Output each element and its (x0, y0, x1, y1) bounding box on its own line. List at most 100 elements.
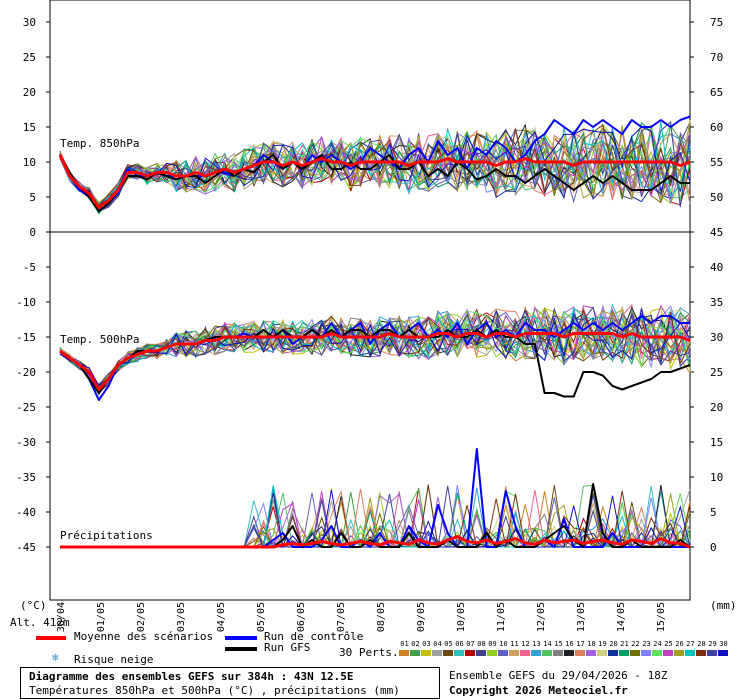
pert-legend-number: 15 (554, 640, 563, 648)
pert-legend-item: 25 (663, 640, 674, 656)
pert-legend-swatch (487, 650, 497, 656)
pert-line-t850 (59, 124, 691, 207)
pert-legend-swatch (531, 650, 541, 656)
pert-legend-item: 23 (641, 640, 652, 656)
left-tick-label: -25 (16, 401, 36, 414)
legend-gfs-label: Run GFS (264, 641, 311, 654)
pert-legend-number: 28 (697, 640, 706, 648)
pert-legend-swatch (696, 650, 706, 656)
pert-legend-swatch (608, 650, 618, 656)
pert-legend-number: 05 (444, 640, 453, 648)
pert-line-t850 (59, 120, 691, 213)
pert-legend-item: 27 (685, 640, 696, 656)
x-tick-label: 01/05 (96, 602, 107, 632)
left-tick-label: 0 (29, 226, 36, 239)
legend-control-label: Run de contrôle (264, 630, 364, 643)
right-tick-label: 60 (710, 121, 723, 134)
series-line-t500 (59, 332, 691, 391)
right-tick-label: 75 (710, 16, 723, 29)
pert-line-t500 (59, 309, 691, 393)
pert-legend-item: 21 (619, 640, 630, 656)
pert-legend-number: 08 (477, 640, 486, 648)
pert-legend-number: 22 (631, 640, 640, 648)
pert-legend-swatch (652, 650, 662, 656)
pert-legend-swatch (575, 650, 585, 656)
pert-legend-swatch (465, 650, 475, 656)
pert-legend-item: 01 (399, 640, 410, 656)
pert-legend-item: 19 (597, 640, 608, 656)
right-tick-label: 55 (710, 156, 723, 169)
series-line-t850 (58, 154, 691, 209)
pert-legend-item: 15 (553, 640, 564, 656)
pert-legend-item: 11 (509, 640, 520, 656)
altitude-label: Alt. 412m (10, 616, 70, 629)
left-tick-label: -45 (16, 541, 36, 554)
pert-legend-item: 03 (421, 640, 432, 656)
pert-legend-swatch (476, 650, 486, 656)
pert-legend-number: 06 (455, 640, 464, 648)
pert-legend-item: 12 (520, 640, 531, 656)
right-unit: (mm) (710, 599, 737, 612)
left-unit: (°C) (20, 599, 47, 612)
legend-control-swatch (225, 636, 257, 640)
left-tick-label: 20 (23, 86, 36, 99)
panel-label-precip: Précipitations (60, 529, 153, 542)
pert-legend-swatch (509, 650, 519, 656)
pert-legend-item: 28 (696, 640, 707, 656)
pert-legend-number: 12 (521, 640, 530, 648)
pert-legend-item: 09 (487, 640, 498, 656)
right-tick-label: 10 (710, 471, 723, 484)
pert-legend-item: 14 (542, 640, 553, 656)
pert-legend-number: 21 (620, 640, 629, 648)
pert-legend-swatch (498, 650, 508, 656)
pert-legend-number: 27 (686, 640, 695, 648)
pert-legend-item: 18 (586, 640, 597, 656)
pert-legend-number: 29 (708, 640, 717, 648)
x-tick-label: 09/05 (416, 602, 427, 632)
right-tick-label: 40 (710, 261, 723, 274)
chart-title: Diagramme des ensembles GEFS sur 384h : … (29, 670, 354, 683)
legend-snow-label: Risque neige (74, 653, 154, 666)
run-info: Ensemble GEFS du 29/04/2026 - 18Z (449, 669, 668, 682)
left-tick-label: -35 (16, 471, 36, 484)
x-tick-label: 02/05 (136, 602, 147, 632)
right-tick-label: 70 (710, 51, 723, 64)
pert-legend-swatch (399, 650, 409, 656)
pert-legend-number: 30 (719, 640, 728, 648)
x-tick-label: 15/05 (656, 602, 667, 632)
panel-label-t850: Temp. 850hPa (60, 137, 139, 150)
left-tick-label: -5 (23, 261, 36, 274)
pert-legend-item: 05 (443, 640, 454, 656)
pert-legend-number: 17 (576, 640, 585, 648)
pert-legend-swatch (586, 650, 596, 656)
main-lines (58, 115, 691, 549)
left-tick-label: -15 (16, 331, 36, 344)
pert-legend-item: 06 (454, 640, 465, 656)
pert-legend-number: 01 (400, 640, 409, 648)
right-tick-label: 15 (710, 436, 723, 449)
pert-legend-number: 19 (598, 640, 607, 648)
pert-legend-swatch (718, 650, 728, 656)
x-tick-label: 30/04 (56, 602, 67, 632)
panel-label-t500: Temp. 500hPa (60, 333, 139, 346)
copyright: Copyright 2026 Meteociel.fr (449, 684, 628, 697)
right-tick-label: 20 (710, 401, 723, 414)
pert-legend-item: 22 (630, 640, 641, 656)
pert-legend-swatch (630, 650, 640, 656)
x-tick-label: 07/05 (336, 602, 347, 632)
right-tick-label: 65 (710, 86, 723, 99)
right-tick-label: 25 (710, 366, 723, 379)
x-tick-label: 03/05 (176, 602, 187, 632)
legend-mean-swatch (36, 636, 66, 640)
pert-legend-swatch (685, 650, 695, 656)
pert-legend-swatch (432, 650, 442, 656)
series-line-t850 (59, 154, 690, 212)
pert-legend-number: 23 (642, 640, 651, 648)
pert-legend-number: 07 (466, 640, 475, 648)
x-tick-label: 14/05 (616, 602, 627, 632)
pert-legend-swatch (542, 650, 552, 656)
pert-legend-swatch (553, 650, 563, 656)
pert-legend-item: 20 (608, 640, 619, 656)
right-tick-label: 35 (710, 296, 723, 309)
